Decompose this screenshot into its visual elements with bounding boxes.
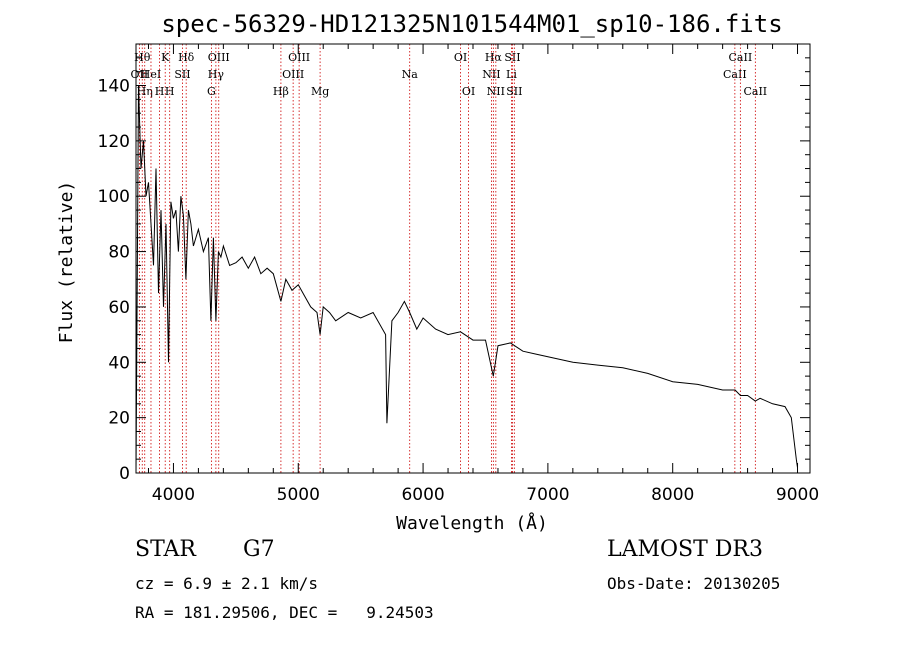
- chart-title: spec-56329-HD121325N101544M01_sp10-186.f…: [161, 10, 782, 38]
- object-subclass: G7: [243, 537, 275, 562]
- line-label-19: NII: [482, 68, 500, 81]
- line-label-24: SII: [506, 85, 522, 98]
- x-tick-label-3: 7000: [526, 485, 569, 505]
- line-label-20: Hα: [485, 51, 503, 64]
- x-tick-label-4: 8000: [651, 485, 694, 505]
- line-label-4: H: [155, 85, 165, 98]
- x-axis-label: Wavelength (Å): [396, 512, 548, 534]
- line-label-15: Mg: [311, 85, 329, 98]
- line-label-1: Hθ: [134, 51, 151, 64]
- x-tick-label-1: 5000: [277, 485, 320, 505]
- line-label-3: HeI: [141, 68, 161, 81]
- line-label-27: CaII: [743, 85, 767, 98]
- y-tick-label-0: 0: [119, 464, 130, 484]
- x-axis-ticks: 4000 5000 6000 7000 8000 9000: [147, 44, 819, 505]
- line-label-9: G: [207, 85, 216, 98]
- line-label-13: OIII: [282, 68, 304, 81]
- line-label-10: Hγ: [208, 68, 225, 81]
- spectral-line-markers: OII Hθ Hη HeI H K H SII Hδ G Hγ OIII Hβ OIII OIII Mg Na O…: [131, 44, 767, 473]
- y-tick-label-5: 100: [98, 187, 130, 207]
- x-tick-label-5: 9000: [776, 485, 819, 505]
- y-tick-label-2: 40: [108, 353, 130, 373]
- plot-frame: [135, 43, 811, 474]
- y-axis-label: Flux (relative): [56, 181, 77, 344]
- y-tick-label-1: 20: [108, 409, 130, 429]
- line-label-17: OI: [454, 51, 467, 64]
- y-tick-label-6: 120: [98, 132, 130, 152]
- coordinates: RA = 181.29506, DEC = 9.24503: [135, 603, 434, 622]
- y-tick-label-7: 140: [98, 77, 130, 97]
- line-label-0: OII: [131, 68, 149, 81]
- line-label-26: CaII: [729, 51, 753, 64]
- observation-date: Obs-Date: 20130205: [607, 574, 781, 593]
- line-label-7: SII: [174, 68, 190, 81]
- line-label-16: Na: [402, 68, 419, 81]
- survey-name: LAMOST DR3: [607, 537, 763, 562]
- line-label-22: Li: [506, 68, 517, 81]
- line-label-12: Hβ: [273, 85, 289, 98]
- y-axis-ticks: 0 20 40 60 80 100 120 140: [98, 57, 810, 484]
- x-tick-label-0: 4000: [152, 485, 195, 505]
- line-label-2: Hη: [137, 85, 153, 98]
- y-tick-label-3: 60: [108, 298, 130, 318]
- redshift-value: cz = 6.9 ± 2.1 km/s: [135, 574, 319, 593]
- line-label-21: NII: [487, 85, 505, 98]
- y-tick-label-4: 80: [108, 243, 130, 263]
- spectrum-series: [135, 85, 798, 474]
- object-class: STAR: [135, 537, 196, 562]
- x-tick-label-2: 6000: [401, 485, 444, 505]
- line-label-25: CaII: [723, 68, 747, 81]
- line-label-14: OIII: [288, 51, 310, 64]
- line-label-6: H: [165, 85, 175, 98]
- line-label-8: Hδ: [178, 51, 195, 64]
- line-label-18: OI: [462, 85, 475, 98]
- line-label-5: K: [161, 51, 170, 64]
- line-label-23: SII: [504, 51, 520, 64]
- line-label-11: OIII: [208, 51, 230, 64]
